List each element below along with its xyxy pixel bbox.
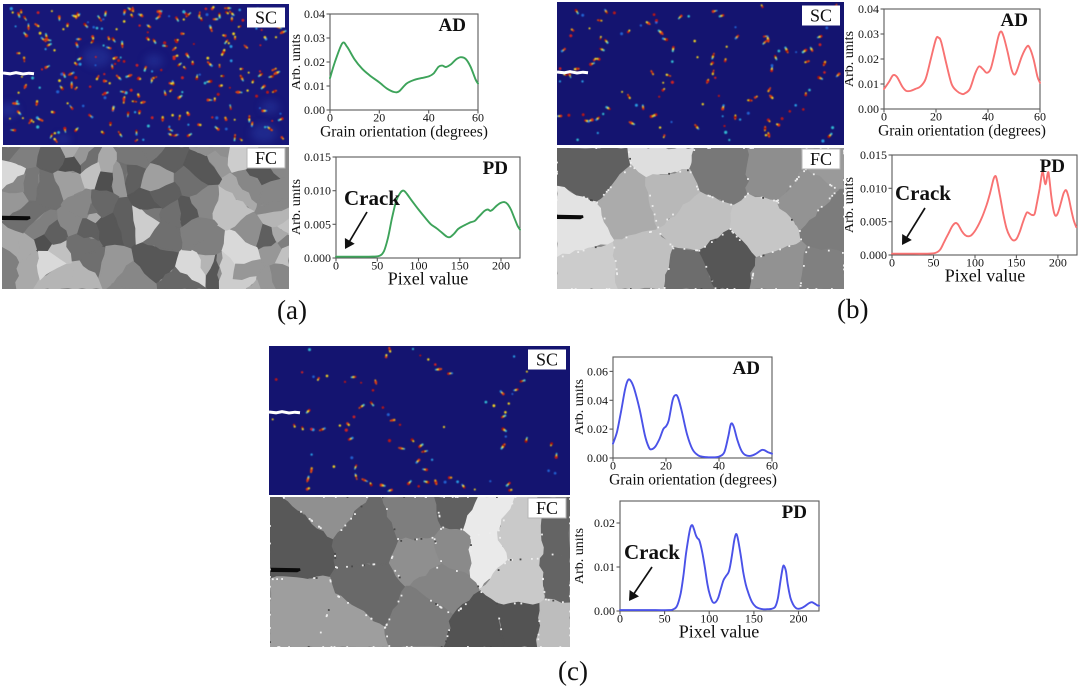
svg-text:AD: AD	[439, 15, 466, 36]
svg-text:AD: AD	[1001, 10, 1028, 31]
svg-text:40: 40	[423, 111, 435, 125]
svg-text:0.000: 0.000	[860, 248, 887, 262]
svg-text:0.06: 0.06	[587, 364, 608, 378]
svg-text:Grain orientation (degrees): Grain orientation (degrees)	[878, 123, 1046, 140]
svg-text:FC: FC	[536, 498, 558, 518]
svg-text:0.02: 0.02	[304, 55, 325, 69]
svg-text:Crack: Crack	[624, 540, 680, 564]
svg-text:0.04: 0.04	[304, 7, 325, 21]
svg-text:0.000: 0.000	[304, 251, 331, 265]
svg-text:Grain orientation (degrees): Grain orientation (degrees)	[320, 124, 488, 141]
svg-text:100: 100	[410, 259, 428, 273]
svg-text:0.00: 0.00	[304, 103, 325, 117]
svg-text:Pixel value: Pixel value	[945, 266, 1025, 286]
svg-text:60: 60	[766, 459, 778, 473]
svg-text:0.01: 0.01	[304, 79, 325, 93]
svg-text:SC: SC	[810, 5, 832, 25]
svg-text:0.03: 0.03	[304, 31, 325, 45]
svg-text:60: 60	[1034, 110, 1046, 124]
svg-text:Arb. units: Arb. units	[292, 179, 304, 235]
svg-text:PD: PD	[483, 158, 508, 179]
svg-text:0: 0	[617, 612, 623, 626]
svg-text:0.010: 0.010	[304, 184, 331, 198]
svg-text:Arb. units: Arb. units	[575, 528, 587, 584]
svg-text:0.04: 0.04	[587, 393, 608, 407]
svg-text:0.02: 0.02	[587, 422, 608, 436]
svg-text:Arb. units: Arb. units	[575, 379, 587, 435]
svg-text:200: 200	[1049, 256, 1067, 270]
svg-text:50: 50	[659, 612, 671, 626]
svg-text:20: 20	[373, 111, 385, 125]
svg-text:Grain orientation (degrees): Grain orientation (degrees)	[609, 472, 777, 489]
svg-text:40: 40	[713, 459, 725, 473]
svg-text:Arb. units: Arb. units	[292, 34, 304, 90]
svg-text:0.015: 0.015	[304, 150, 331, 164]
svg-text:0.005: 0.005	[860, 215, 887, 229]
svg-text:50: 50	[371, 259, 383, 273]
svg-text:0.02: 0.02	[594, 516, 615, 530]
svg-text:0.00: 0.00	[594, 604, 615, 618]
svg-text:0: 0	[610, 459, 616, 473]
svg-text:Crack: Crack	[344, 186, 400, 210]
svg-text:FC: FC	[810, 149, 832, 169]
svg-text:100: 100	[700, 612, 718, 626]
svg-text:0.00: 0.00	[587, 451, 608, 465]
svg-text:0.00: 0.00	[858, 102, 879, 116]
svg-text:200: 200	[790, 612, 808, 626]
svg-text:Pixel value: Pixel value	[388, 269, 468, 289]
svg-text:AD: AD	[733, 358, 760, 379]
svg-text:0.03: 0.03	[858, 27, 879, 41]
svg-text:0.010: 0.010	[860, 181, 887, 195]
svg-text:150: 150	[451, 259, 469, 273]
svg-text:SC: SC	[255, 7, 277, 27]
svg-text:Pixel value: Pixel value	[679, 622, 759, 642]
svg-text:40: 40	[982, 110, 994, 124]
svg-text:0.02: 0.02	[858, 52, 879, 66]
svg-text:0: 0	[881, 110, 887, 124]
svg-text:150: 150	[1007, 256, 1025, 270]
svg-text:FC: FC	[255, 148, 277, 168]
svg-text:0.01: 0.01	[594, 560, 615, 574]
svg-text:0.01: 0.01	[858, 77, 879, 91]
svg-text:Arb. units: Arb. units	[845, 177, 857, 233]
svg-text:PD: PD	[782, 502, 807, 523]
svg-text:0: 0	[327, 111, 333, 125]
svg-text:0.04: 0.04	[858, 2, 879, 16]
svg-text:100: 100	[966, 256, 984, 270]
svg-text:50: 50	[928, 256, 940, 270]
svg-text:0.015: 0.015	[860, 148, 887, 162]
svg-text:20: 20	[930, 110, 942, 124]
svg-text:200: 200	[492, 259, 510, 273]
svg-text:60: 60	[472, 111, 484, 125]
svg-text:PD: PD	[1040, 156, 1065, 177]
svg-text:0.005: 0.005	[304, 217, 331, 231]
svg-text:150: 150	[745, 612, 763, 626]
svg-text:Arb. units: Arb. units	[845, 31, 857, 87]
svg-text:Crack: Crack	[895, 181, 951, 205]
svg-text:0: 0	[889, 256, 895, 270]
svg-text:20: 20	[660, 459, 672, 473]
svg-text:0: 0	[333, 259, 339, 273]
svg-text:SC: SC	[536, 349, 558, 369]
